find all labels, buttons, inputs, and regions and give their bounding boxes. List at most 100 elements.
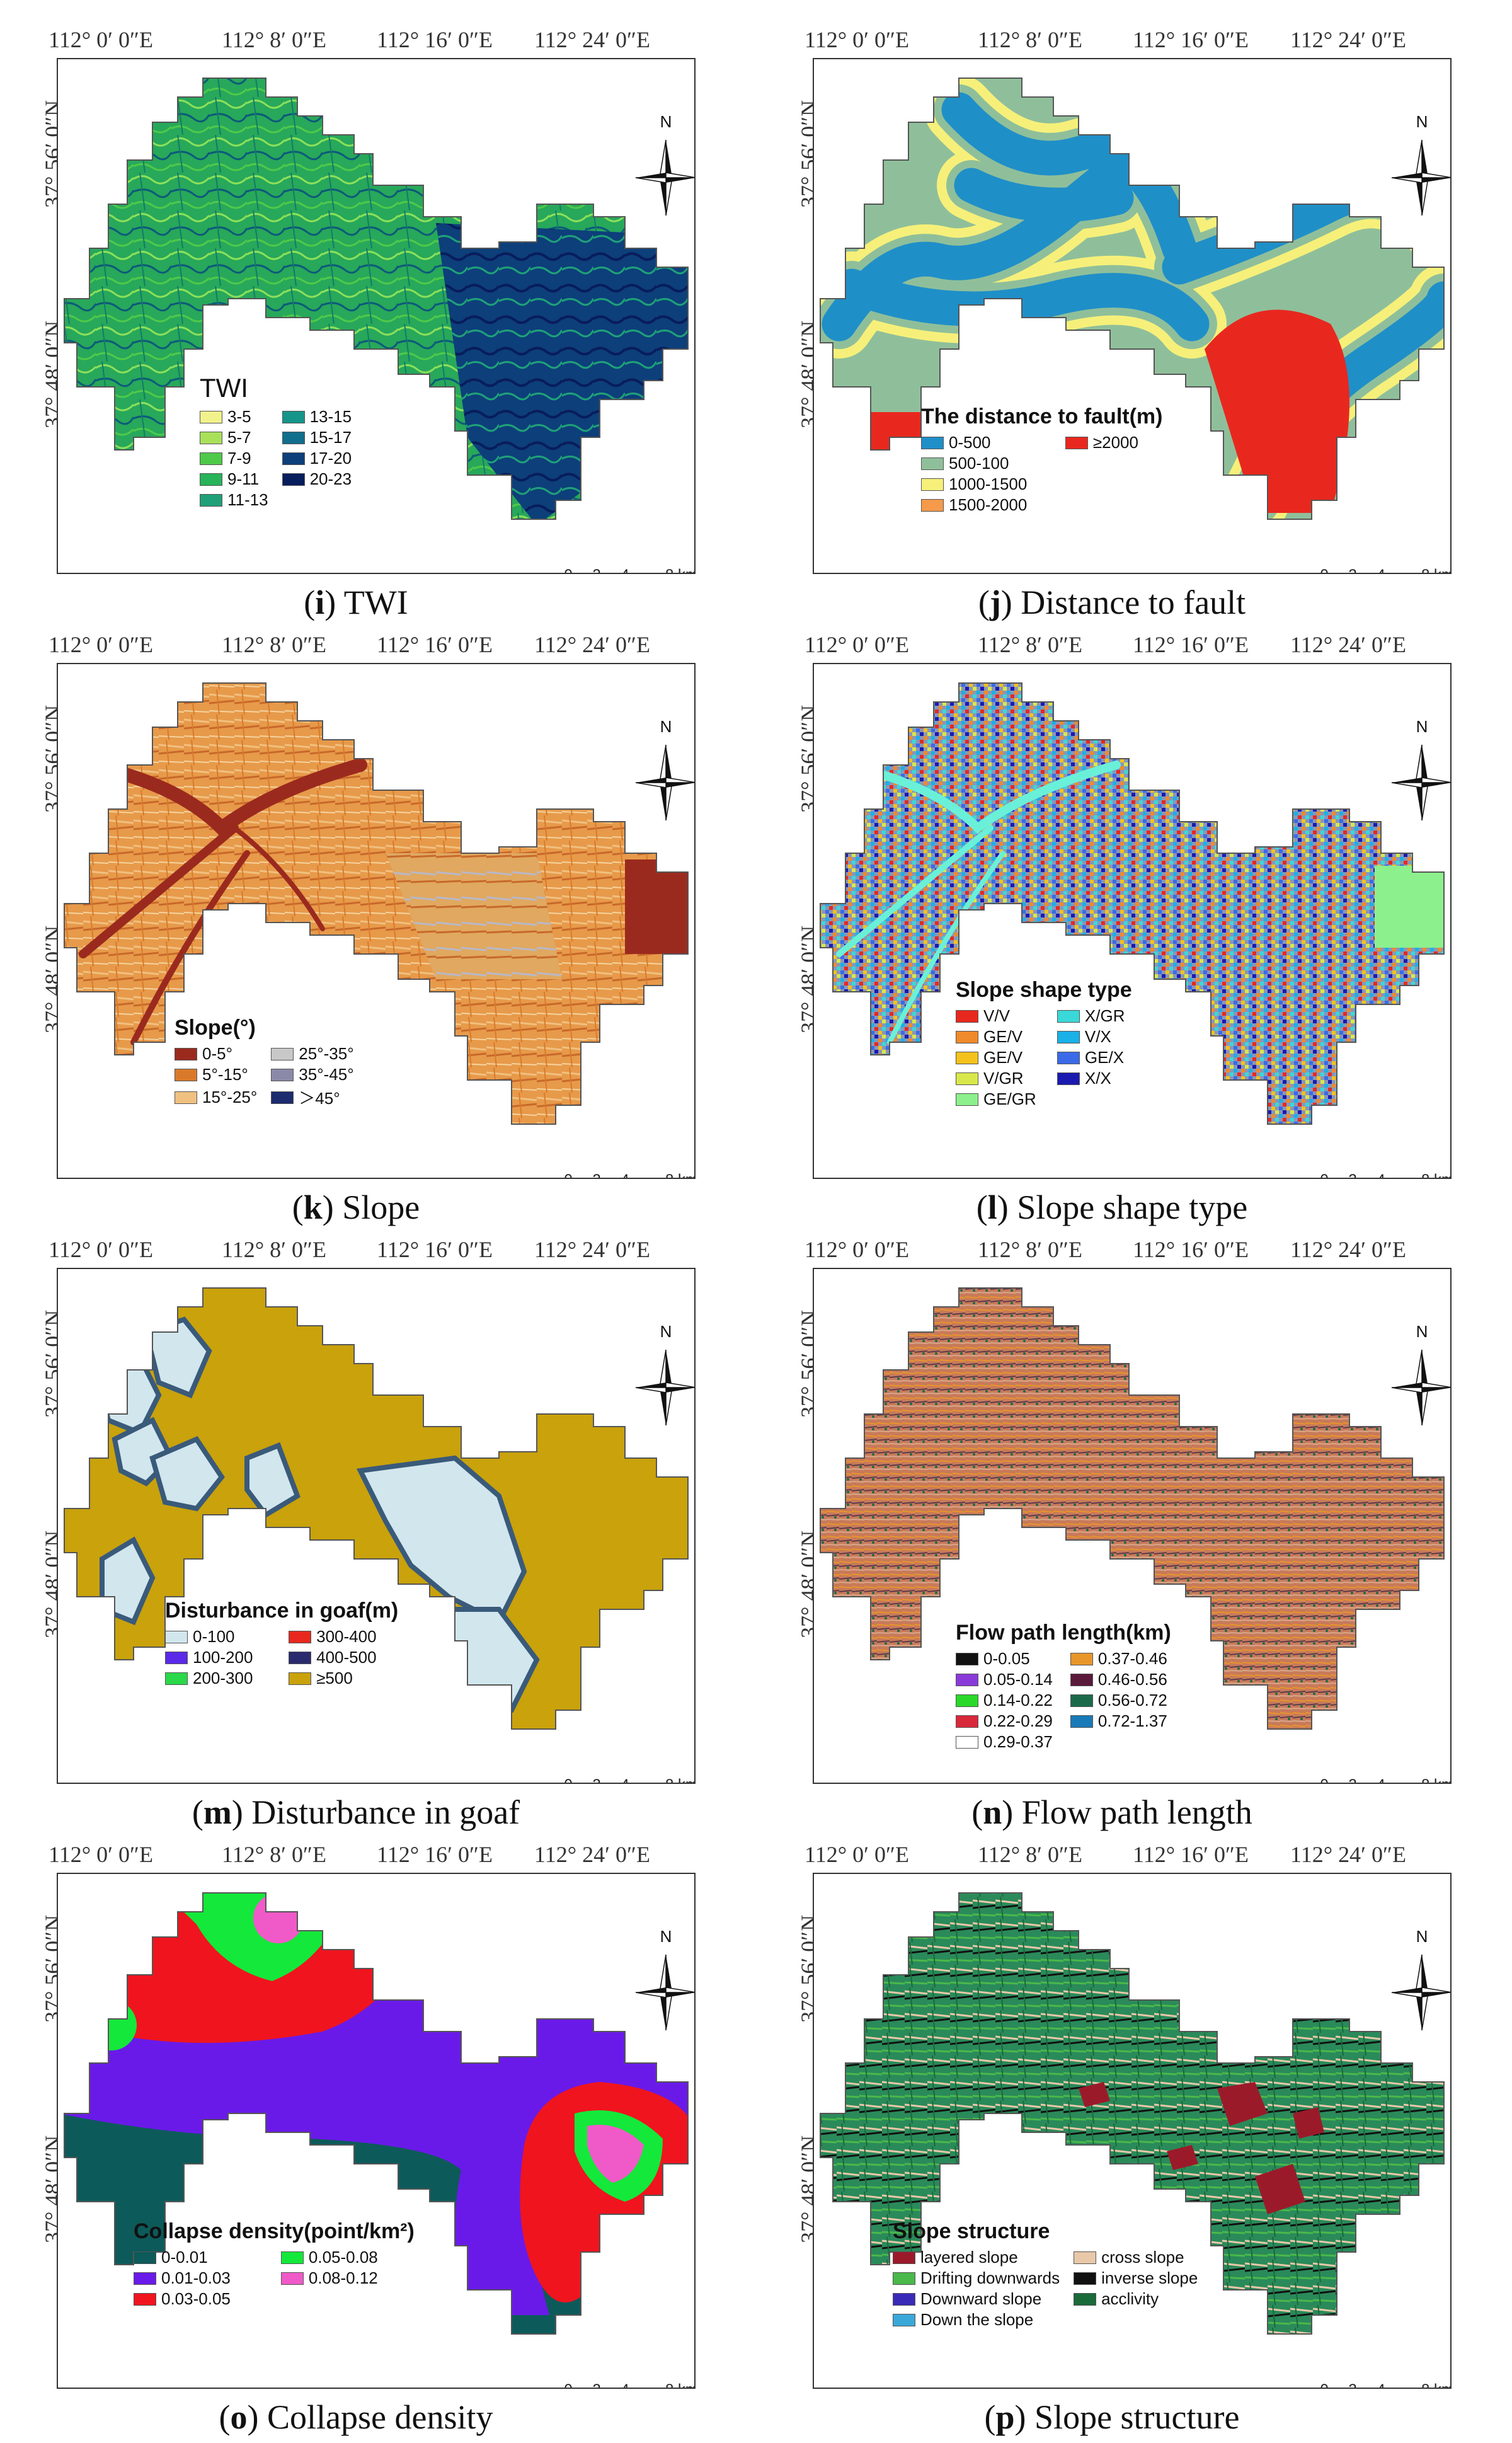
legend-label: acclivity [1101, 2289, 1159, 2308]
legend-label: ≥500 [316, 1669, 353, 1687]
legend-label: 3-5 [227, 407, 251, 426]
scale-label: 0 [1320, 2381, 1328, 2388]
longitude-tick: 112° 8′ 0″E [978, 632, 1082, 657]
legend-title: TWI [200, 373, 248, 403]
legend-label: Downward slope [920, 2289, 1042, 2308]
legend-swatch [165, 1651, 188, 1664]
legend-swatch [200, 473, 222, 486]
longitude-tick: 112° 8′ 0″E [222, 1237, 326, 1262]
north-label: N [660, 112, 672, 131]
scale-label: 8 km [1421, 2381, 1450, 2388]
map-legend: Flow path length(km) 0-0.05 0.05-0.14 0.14-… [956, 1621, 1171, 1752]
legend-item: 11-13 [200, 490, 268, 510]
legend-items: 0-100 100-200 200-300 300-400 400-500 ≥500 [165, 1627, 398, 1688]
far-zone [1205, 309, 1349, 513]
legend-swatch [271, 1047, 294, 1061]
caption-text: Flow path length [1013, 1793, 1252, 1831]
longitude-tick: 112° 24′ 0″E [1290, 27, 1406, 52]
legend-label: 0.29-0.37 [983, 1732, 1053, 1751]
north-arrow-icon: N [1384, 717, 1450, 822]
legend-label: 11-13 [227, 490, 268, 509]
legend-swatch [1074, 2272, 1097, 2285]
legend-label: 0.72-1.37 [1097, 1711, 1167, 1730]
north-arrow-icon: N [1384, 1322, 1450, 1427]
legend-swatch [271, 1068, 294, 1081]
legend-item: 3-5 [200, 407, 268, 427]
longitude-tick: 112° 8′ 0″E [978, 1842, 1082, 1867]
map-canvas [820, 1892, 1445, 2335]
legend-label: 0-0.01 [161, 2248, 208, 2267]
legend-items: 0-5° 5°-15° 15°-25° 25°-35° 35°-45° ＞45° [175, 1044, 354, 1109]
caption-text: Slope shape type [1008, 1188, 1248, 1226]
legend-label: 0.05-0.08 [308, 2248, 378, 2267]
longitude-tick: 112° 8′ 0″E [222, 632, 326, 657]
scale-bar: 0 2 4 8 km [1318, 566, 1450, 573]
legend-item: X/GR [1057, 1006, 1132, 1026]
scale-label: 0 [564, 2381, 572, 2388]
legend-swatch [921, 478, 944, 491]
longitude-tick: 112° 24′ 0″E [1290, 1237, 1406, 1262]
legend-items: 0-500 500-100 1000-1500 1500-2000 ≥2000 [921, 433, 1162, 515]
caption-text: Slope [333, 1188, 420, 1226]
map-panel-l: 112° 0′ 0″E 112° 8′ 0″E 112° 16′ 0″E 112° 2… [765, 624, 1458, 1229]
legend-swatch [1074, 2292, 1097, 2306]
longitude-tick: 112° 0′ 0″E [805, 27, 909, 52]
scale-label: 8 km [665, 1776, 694, 1783]
legend-label: 0.08-0.12 [308, 2268, 378, 2287]
legend-label: V/V [983, 1006, 1010, 1025]
legend-swatch [893, 2313, 915, 2326]
legend-item: cross slope [1074, 2248, 1198, 2267]
study-area-outline [820, 78, 1445, 520]
longitude-tick: 112° 24′ 0″E [534, 632, 650, 657]
legend-label: 300-400 [316, 1627, 377, 1646]
caption-text: Disturbance in goaf [243, 1793, 520, 1831]
legend-swatch [175, 1068, 197, 1081]
legend-label: 0.14-0.22 [983, 1691, 1053, 1710]
longitude-tick: 112° 0′ 0″E [805, 632, 909, 657]
map-legend: Slope shape type V/V GE/V GE/V V/GR GE/GR X/GR… [956, 978, 1132, 1109]
caption-text: TWI [336, 583, 408, 621]
legend-swatch [956, 1673, 978, 1686]
map-canvas [64, 1287, 689, 1730]
slope-surface [64, 683, 688, 1124]
twi-high-zone [436, 223, 688, 519]
legend-label: 200-300 [193, 1669, 253, 1687]
legend-swatch [1057, 1009, 1080, 1023]
legend-label: GE/GR [983, 1089, 1036, 1108]
legend-swatch [175, 1091, 197, 1104]
scale-label: 8 km [665, 566, 694, 573]
legend-items: 0-0.01 0.01-0.03 0.03-0.05 0.05-0.08 0.08-0.… [134, 2248, 415, 2309]
panel-caption: (l) Slope shape type [976, 1188, 1248, 1226]
caption-letter: j [989, 583, 1001, 621]
legend-item: GE/V [956, 1027, 1043, 1047]
legend-item: GE/GR [956, 1089, 1043, 1109]
layered-slope-patches [1079, 2082, 1324, 2214]
scale-label: 8 km [665, 1171, 694, 1178]
legend-swatch [175, 1047, 197, 1061]
legend-item: 1500-2000 [921, 495, 1051, 515]
caption-letter: k [303, 1188, 323, 1226]
north-arrow-icon: N [628, 1322, 694, 1427]
north-arrow-icon: N [1384, 1927, 1450, 2032]
longitude-tick: 112° 24′ 0″E [1290, 1842, 1406, 1867]
legend-label: 0.56-0.72 [1097, 1691, 1167, 1710]
legend-label: 0-0.05 [983, 1649, 1030, 1668]
legend-swatch [1070, 1652, 1093, 1665]
map-canvas [820, 682, 1445, 1125]
legend-swatch [282, 410, 305, 423]
legend-swatch [200, 493, 222, 507]
longitude-tick: 112° 24′ 0″E [534, 1842, 650, 1867]
legend-items: 0-0.05 0.05-0.14 0.14-0.22 0.22-0.29 0.29-0.… [956, 1649, 1171, 1752]
scale-bar: 0 2 4 8 km [562, 1171, 694, 1178]
legend-swatch [1057, 1030, 1080, 1043]
legend-item: X/X [1057, 1069, 1132, 1088]
scale-label: 2 [592, 1776, 600, 1783]
map-panel-o: 112° 0′ 0″E 112° 8′ 0″E 112° 16′ 0″E 112° 2… [9, 1834, 702, 2439]
panel-caption: (k) Slope [292, 1188, 420, 1226]
legend-swatch [1057, 1072, 1080, 1085]
legend-label: 0.03-0.05 [161, 2289, 231, 2308]
legend-title: Slope(°) [175, 1016, 256, 1040]
legend-label: layered slope [920, 2248, 1018, 2267]
legend-title: The distance to fault(m) [921, 405, 1163, 428]
shape-surface [820, 683, 1444, 1124]
